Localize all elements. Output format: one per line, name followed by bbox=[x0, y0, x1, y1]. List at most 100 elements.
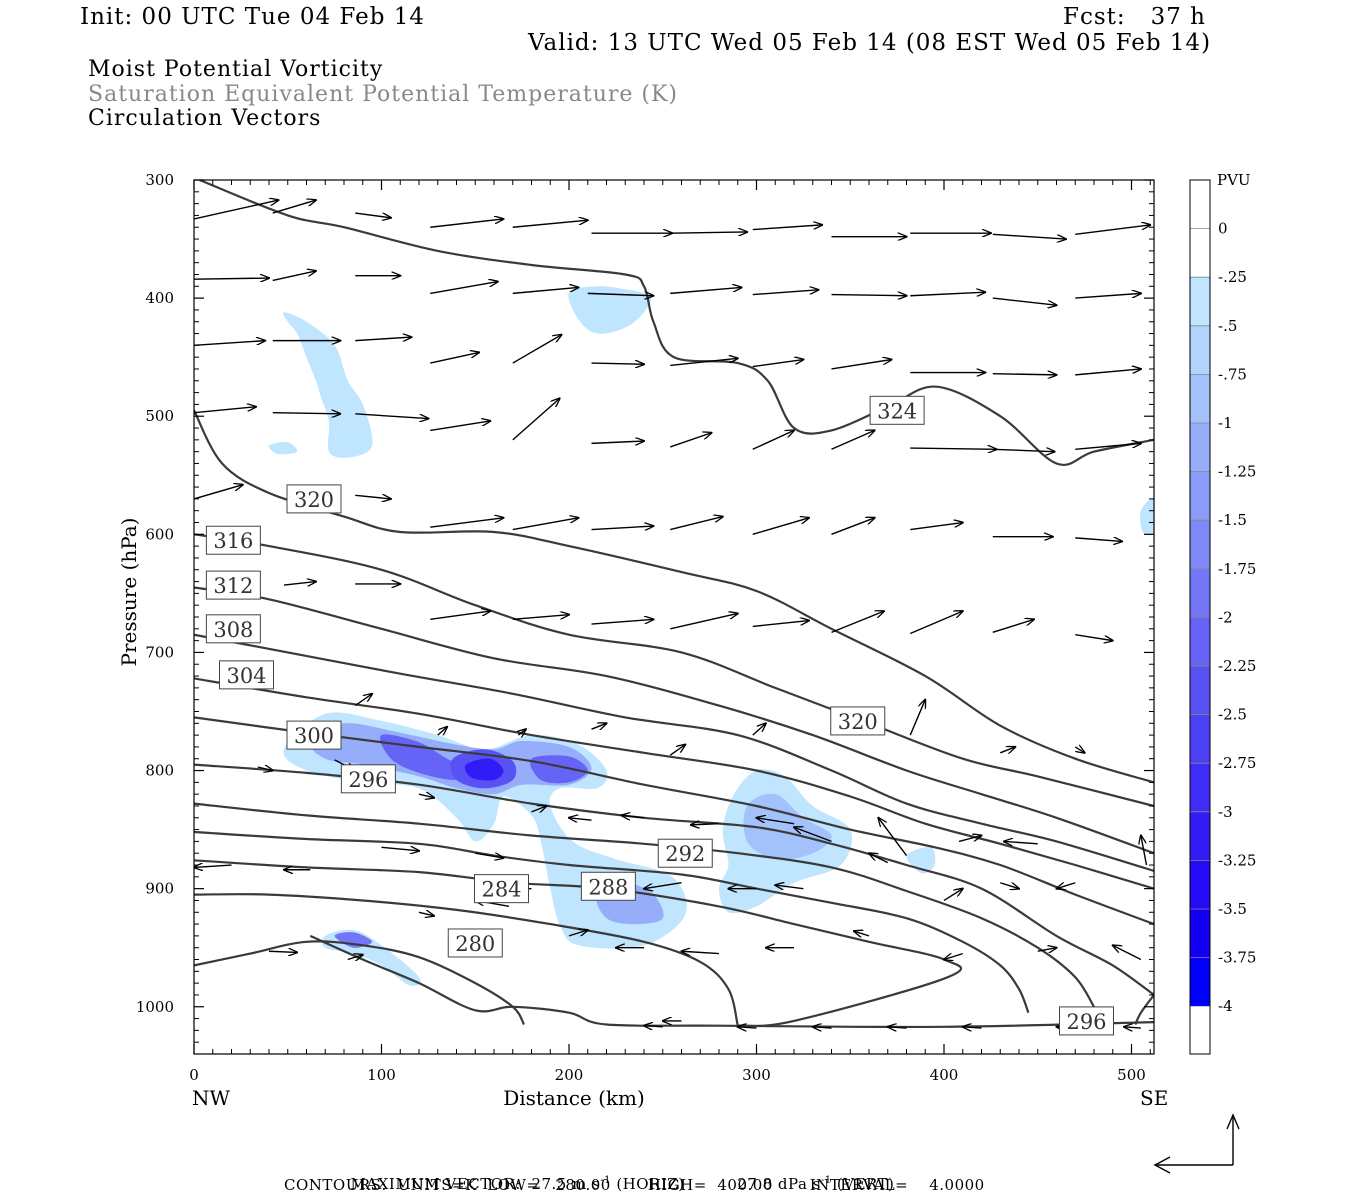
max-vector-label: MAXIMUM VECTOR: bbox=[350, 1175, 521, 1193]
max-vector-line: MAXIMUM VECTOR: 27.5 m s-1 (HORIZ) 27.8 … bbox=[340, 1157, 894, 1193]
max-vert-value: 27.8 dPa s bbox=[737, 1175, 821, 1193]
circulation-vector bbox=[568, 930, 588, 937]
pv-shading-layer bbox=[268, 286, 1154, 987]
colorbar-label: -2 bbox=[1218, 608, 1233, 626]
circulation-vector bbox=[418, 794, 434, 798]
circulation-vector bbox=[430, 421, 490, 432]
contour-label: 324 bbox=[877, 399, 917, 423]
circulation-vector bbox=[831, 611, 885, 634]
colorbar-swatch bbox=[1190, 666, 1210, 715]
theta-contour-line bbox=[194, 859, 963, 1028]
circulation-vector bbox=[831, 360, 892, 370]
theta-contour-line bbox=[199, 180, 1154, 466]
theta-contour-line bbox=[1134, 994, 1154, 1025]
vert-exponent: -1 bbox=[820, 1175, 832, 1186]
colorbar-label: -.25 bbox=[1218, 268, 1247, 286]
circulation-vector bbox=[1124, 1027, 1141, 1028]
circulation-vector bbox=[512, 518, 579, 531]
y-tick-label: 1000 bbox=[136, 998, 174, 1016]
circulation-vector bbox=[1037, 948, 1057, 952]
circulation-vector bbox=[430, 219, 503, 228]
forecast-hour: Fcst: 37 h bbox=[1063, 4, 1206, 30]
circulation-vector bbox=[1075, 293, 1141, 299]
pv-shade-region bbox=[282, 312, 373, 458]
colorbar-label: -3 bbox=[1218, 803, 1233, 821]
colorbar-swatch bbox=[1190, 325, 1210, 375]
circulation-vector bbox=[869, 853, 889, 864]
circulation-vector bbox=[1004, 841, 1038, 843]
theta-contour-line bbox=[194, 586, 1154, 855]
circulation-vector bbox=[752, 723, 766, 736]
circulation-vector bbox=[591, 619, 654, 625]
colorbar-label: -.5 bbox=[1218, 317, 1237, 335]
circulation-vector bbox=[518, 729, 526, 735]
circulation-vector bbox=[430, 611, 490, 621]
circulation-vector bbox=[910, 448, 996, 449]
circulation-vector bbox=[268, 951, 297, 952]
vert-tag: (VERT) bbox=[836, 1175, 895, 1193]
contour-label: 320 bbox=[838, 710, 878, 734]
circulation-vector bbox=[682, 951, 720, 953]
colorbar-swatch bbox=[1190, 423, 1210, 472]
circulation-vector bbox=[831, 430, 875, 450]
init-time: Init: 00 UTC Tue 04 Feb 14 bbox=[80, 4, 426, 30]
colorbar-swatch bbox=[1190, 277, 1210, 326]
colorbar-label: -2.75 bbox=[1218, 754, 1256, 772]
contour-label-box bbox=[869, 395, 925, 425]
circulation-vector bbox=[1113, 945, 1142, 961]
contour-label-box bbox=[286, 720, 342, 750]
field-title-vectors: Circulation Vectors bbox=[88, 106, 322, 131]
contour-label: 296 bbox=[348, 768, 388, 792]
pv-shade-region bbox=[568, 286, 651, 334]
circulation-vector bbox=[644, 1026, 663, 1027]
pv-shade-region bbox=[530, 755, 588, 784]
circulation-vector bbox=[430, 352, 479, 364]
colorbar-swatch bbox=[1190, 568, 1210, 618]
colorbar-swatch bbox=[1190, 374, 1210, 423]
pv-shade-region bbox=[268, 441, 298, 455]
circulation-vector bbox=[512, 399, 560, 441]
pv-shade-region bbox=[1140, 498, 1154, 536]
contour-label: 288 bbox=[588, 875, 628, 899]
circulation-vector bbox=[644, 882, 682, 889]
circulation-vector bbox=[587, 293, 654, 295]
pv-shade-region bbox=[743, 793, 832, 860]
circulation-vector bbox=[194, 865, 232, 867]
circulation-vector bbox=[1000, 882, 1019, 889]
contour-label: 308 bbox=[213, 618, 253, 642]
x-tick-label: 400 bbox=[930, 1066, 959, 1084]
circulation-vector bbox=[794, 827, 832, 843]
colorbar-label: -3.25 bbox=[1218, 851, 1256, 869]
circulation-vector bbox=[418, 912, 434, 916]
circulation-vector bbox=[283, 582, 316, 586]
y-tick-label: 900 bbox=[145, 880, 174, 898]
contour-label-box bbox=[830, 706, 886, 736]
horiz-exponent: -1 bbox=[600, 1175, 612, 1186]
circulation-vector bbox=[272, 413, 341, 414]
circulation-vector bbox=[355, 337, 411, 341]
circulation-vector bbox=[1075, 538, 1122, 542]
pv-shade-region bbox=[464, 758, 504, 781]
colorbar-label: -4 bbox=[1218, 997, 1233, 1015]
colorbar-label: -3.75 bbox=[1218, 949, 1256, 967]
circulation-vector bbox=[909, 700, 925, 736]
circulation-vector bbox=[670, 287, 741, 295]
circulation-vector bbox=[194, 407, 256, 414]
circulation-vector bbox=[992, 233, 1066, 239]
pv-shade-region bbox=[309, 723, 592, 795]
x-end-label-se: SE bbox=[1140, 1086, 1168, 1110]
horiz-tag: (HORIZ) bbox=[616, 1175, 685, 1193]
circulation-vector bbox=[194, 278, 269, 279]
circulation-vector bbox=[194, 200, 278, 220]
circulation-vector bbox=[569, 818, 592, 820]
colorbar-label: -1.5 bbox=[1218, 511, 1247, 529]
circulation-vector bbox=[670, 517, 723, 531]
colorbar-swatch bbox=[1190, 909, 1210, 958]
circulation-vector bbox=[752, 360, 804, 368]
circulation-vector bbox=[1075, 225, 1150, 236]
contour-label-box bbox=[1059, 1006, 1114, 1036]
vector-layer bbox=[194, 200, 1150, 1028]
circulation-vector bbox=[691, 824, 720, 825]
contour-label-box bbox=[580, 871, 636, 901]
contour-label-box bbox=[205, 525, 261, 555]
